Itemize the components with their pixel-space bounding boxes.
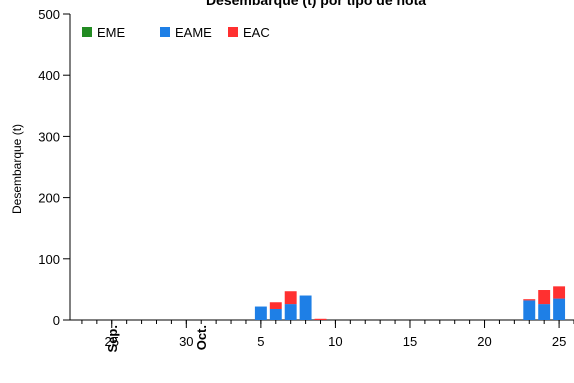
bar-eac (538, 290, 551, 305)
y-tick-label: 400 (38, 68, 60, 83)
x-tick-label: 15 (403, 334, 417, 349)
month-label: Oct. (194, 325, 209, 350)
legend-swatch (228, 27, 238, 37)
bar-eac (553, 286, 566, 299)
y-tick-label: 500 (38, 7, 60, 22)
x-tick-label: 30 (179, 334, 193, 349)
legend-label: EAME (175, 25, 212, 40)
y-tick-label: 200 (38, 191, 60, 206)
legend-label: EAC (243, 25, 270, 40)
legend-label: EME (97, 25, 126, 40)
y-tick-label: 0 (53, 313, 60, 328)
bar-eame (538, 304, 551, 320)
x-axis-ticks: 25 30 5 10 15 20 25 (81, 320, 574, 349)
y-tick-label: 100 (38, 252, 60, 267)
y-axis-ticks: 0 100 200 300 400 500 (38, 7, 70, 328)
bar-group (254, 286, 566, 320)
legend: EME EAME EAC (82, 25, 270, 40)
month-label: Sep. (105, 325, 120, 352)
bar-eame (269, 308, 282, 320)
bar-eac (314, 318, 327, 320)
bar-eame (523, 300, 536, 320)
legend-swatch (82, 27, 92, 37)
bar-eame (284, 304, 297, 320)
bar-eame (254, 306, 267, 320)
bar-eame (553, 298, 566, 320)
y-axis-label: Desembarque (t) (10, 124, 24, 214)
x-tick-label: 25 (105, 334, 119, 349)
bar-eac (284, 291, 297, 305)
legend-swatch (160, 27, 170, 37)
chart-title: Desembarque (t) por tipo de nota (206, 0, 426, 8)
x-tick-label: 25 (552, 334, 566, 349)
bar-eac (523, 299, 536, 301)
y-tick-label: 300 (38, 129, 60, 144)
bar-eac (269, 302, 282, 309)
x-tick-label: 5 (257, 334, 264, 349)
month-labels: Sep. Oct. (105, 325, 209, 352)
bar-eame (299, 295, 312, 320)
x-tick-label: 20 (477, 334, 491, 349)
x-tick-label: 10 (328, 334, 342, 349)
